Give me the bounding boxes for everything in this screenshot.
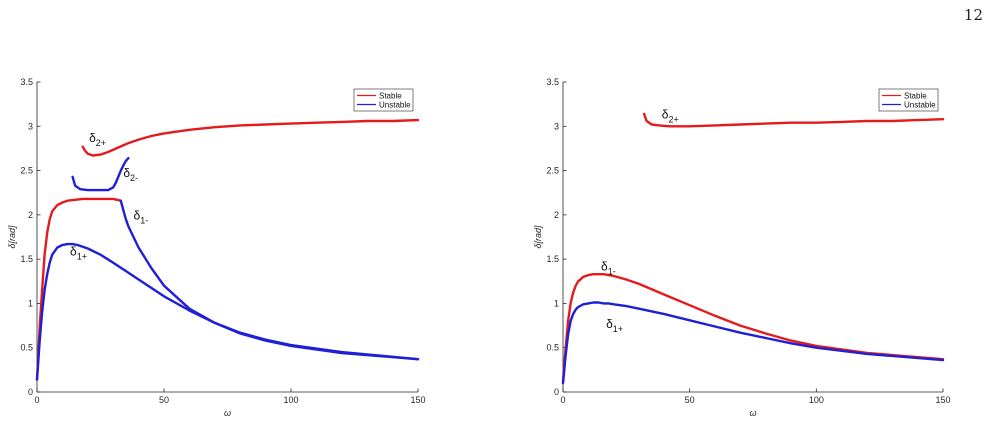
y-tick-label: 1.5 bbox=[546, 254, 559, 264]
series-line-delta-1plus bbox=[35, 242, 420, 381]
y-tick-label: 3.5 bbox=[546, 77, 559, 87]
curve-label-delta-2minus: δ2- bbox=[123, 166, 138, 183]
legend-box bbox=[878, 88, 939, 112]
legend-label-unstable: Unstable bbox=[904, 101, 936, 110]
y-axis-label: δ[rad] bbox=[7, 225, 17, 249]
y-tick-label: 0.5 bbox=[20, 343, 33, 353]
series-line-delta-2minus bbox=[71, 157, 130, 192]
x-tick-label: 0 bbox=[560, 395, 565, 405]
curve-label-delta-1plus: δ1+ bbox=[606, 317, 623, 334]
y-axis-label: δ[rad] bbox=[533, 225, 543, 249]
x-tick-label: 100 bbox=[809, 395, 824, 405]
legend-label-stable: Stable bbox=[904, 92, 927, 101]
x-tick-label: 100 bbox=[283, 395, 298, 405]
x-axis-label: ω bbox=[749, 408, 756, 418]
y-tick-label: 2.5 bbox=[20, 166, 33, 176]
curve-label-delta-1plus: δ1+ bbox=[70, 245, 87, 262]
chart-panel-2: 0 50 100 150 0 0.5 1 1.5 2 2.5 3 3.5 ω δ[rad] δ2+ δ1- δ1… bbox=[533, 77, 951, 418]
x-tick-label: 0 bbox=[34, 395, 39, 405]
x-axis-label: ω bbox=[224, 408, 231, 418]
series-line-delta-1plus bbox=[561, 301, 945, 385]
y-tick-label: 0 bbox=[28, 387, 33, 397]
y-tick-label: 2 bbox=[28, 210, 33, 220]
legend-label-unstable: Unstable bbox=[379, 101, 411, 110]
page-number: 12 bbox=[963, 6, 983, 24]
series-line-delta-1minus-unstable bbox=[119, 199, 420, 361]
legend-label-stable: Stable bbox=[379, 92, 402, 101]
y-tick-label: 1 bbox=[554, 298, 559, 308]
y-tick-label: 3.5 bbox=[20, 77, 33, 87]
series-line-delta-2plus bbox=[81, 118, 420, 157]
x-tick-label: 150 bbox=[410, 395, 425, 405]
x-tick-label: 50 bbox=[685, 395, 695, 405]
curve-label-delta-1minus: δ1- bbox=[601, 260, 616, 277]
series-line-delta-1minus bbox=[561, 273, 945, 383]
y-tick-label: 0.5 bbox=[546, 343, 559, 353]
y-tick-label: 2.5 bbox=[546, 166, 559, 176]
legend-box bbox=[353, 88, 414, 112]
y-tick-label: 3 bbox=[28, 121, 33, 131]
y-tick-label: 0 bbox=[554, 387, 559, 397]
y-tick-label: 2 bbox=[554, 210, 559, 220]
curve-label-delta-2plus: δ2+ bbox=[662, 107, 679, 124]
y-tick-label: 1.5 bbox=[20, 254, 33, 264]
y-tick-label: 3 bbox=[554, 121, 559, 131]
curve-label-delta-2plus: δ2+ bbox=[89, 131, 106, 148]
series-line-delta-2plus bbox=[642, 112, 945, 128]
series-line-delta-1minus-stable bbox=[35, 197, 122, 381]
curve-label-delta-1minus-unstable: δ1- bbox=[134, 208, 149, 225]
x-tick-label: 150 bbox=[935, 395, 950, 405]
chart-panel-1: 0 50 100 150 0 0.5 1 1.5 2 2.5 3 3.5 ω δ[rad] δ2+ δ2- δ1… bbox=[7, 77, 426, 418]
y-tick-label: 1 bbox=[28, 298, 33, 308]
x-tick-label: 50 bbox=[159, 395, 169, 405]
